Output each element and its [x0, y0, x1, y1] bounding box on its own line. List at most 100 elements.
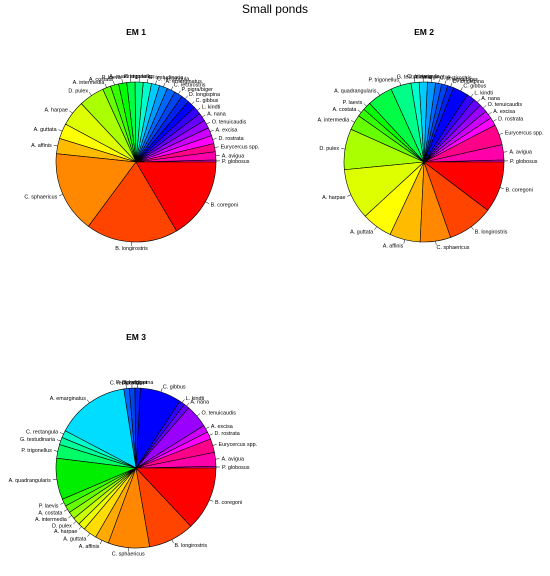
slice-leader-line	[492, 119, 497, 122]
slice-label: D. longispina	[122, 380, 153, 386]
slice-label: A. quadrangularis	[9, 478, 52, 484]
slice-label: P. laevis	[39, 503, 59, 509]
slice-leader-line	[377, 91, 380, 96]
slice-label: A. emarginatus	[50, 396, 87, 402]
slice-leader-line	[155, 80, 157, 85]
slice-label: A. quadrangularis	[109, 74, 152, 80]
slice-label: A. avigua	[222, 153, 244, 159]
slice-label: P. globosus	[222, 159, 250, 165]
slice-leader-line	[59, 432, 64, 435]
slice-label: L. kindti	[474, 90, 493, 96]
slice-leader-line	[214, 146, 219, 148]
slice-label: D. rostrata	[219, 136, 244, 142]
pie-em-2: EM 2 P. globosus A. avigua Eurycercus spp. D…	[318, 27, 544, 251]
slice-label: A. guttata	[350, 229, 373, 235]
slice-leader-line	[68, 515, 72, 519]
slice-leader-line	[212, 138, 217, 140]
pie-title: EM 3	[126, 332, 146, 342]
slice-leader-line	[435, 241, 437, 246]
slice-leader-line	[470, 93, 474, 98]
slice-label: C. gibbus	[463, 84, 486, 90]
slice-leader-line	[482, 105, 487, 109]
slice-label: C. rectangula	[157, 77, 189, 83]
slice-label: C. gibbus	[163, 384, 186, 390]
slice-leader-line	[171, 539, 174, 544]
slice-label: B. coregoni	[211, 203, 238, 209]
slice-leader-line	[181, 399, 185, 403]
slice-leader-line	[69, 110, 73, 114]
slice-leader-line	[60, 502, 65, 505]
slice-label: B. longirostris	[115, 246, 148, 252]
slice-label: D. rostrata	[498, 116, 523, 122]
pie-title: EM 2	[414, 27, 434, 37]
slice-leader-line	[121, 79, 123, 84]
slice-leader-line	[341, 148, 346, 150]
slice-leader-line	[212, 444, 217, 446]
slice-label: O. tenuicaudis	[212, 119, 247, 125]
slice-label: A. excisa	[216, 127, 238, 133]
slice-label: A. avigua	[221, 457, 243, 463]
slice-leader-line	[52, 478, 57, 480]
slice-leader-line	[196, 107, 201, 111]
slice-b-coregoni	[423, 161, 505, 211]
slice-label: A. costata	[332, 107, 356, 113]
slice-leader-line	[205, 426, 210, 429]
slice-label: C. rectangula	[407, 74, 439, 80]
slice-leader-line	[63, 509, 68, 512]
slice-label: P. trigonellus	[369, 78, 400, 84]
slice-label: A. avigua	[509, 149, 531, 155]
slice-leader-line	[460, 87, 463, 92]
slice-label: C. rectangula	[26, 430, 58, 436]
slice-label: C. rectirostris	[440, 75, 472, 81]
slice-label: P. pigra/biger	[182, 87, 214, 93]
slice-label: A. excisa	[493, 109, 515, 115]
slice-leader-line	[499, 132, 503, 135]
slice-label: B. longirostris	[174, 543, 207, 549]
slice-leader-line	[202, 114, 206, 118]
slice-label: Eurycercus spp.	[505, 131, 544, 137]
slice-label: A. intermedia	[318, 117, 350, 123]
slice-leader-line	[56, 439, 61, 442]
slice-leader-line	[113, 81, 115, 86]
slice-label: D. pulex	[52, 523, 72, 529]
slice-a-emarginatus	[64, 388, 137, 469]
slice-label: O. tenuicaudis	[201, 410, 236, 416]
pie-title: EM 1	[126, 27, 146, 37]
slice-leader-line	[170, 86, 174, 91]
slice-label: P. pigra/biger	[446, 77, 478, 83]
slice-label: A. intermedia	[35, 517, 67, 523]
slice-label: L. kindti	[186, 396, 205, 402]
slice-label: P. laevis	[343, 100, 363, 106]
slice-leader-line	[477, 99, 481, 103]
slice-leader-line	[53, 450, 58, 452]
slice-label: C. rectirostris	[174, 83, 206, 89]
slice-label: L. kindti	[202, 105, 221, 111]
slice-label: D. pulex	[319, 146, 339, 152]
slice-b-longirostris	[88, 161, 178, 243]
slice-leader-line	[374, 226, 377, 230]
slice-label: A. nana	[481, 96, 500, 102]
slice-leader-line	[350, 120, 355, 123]
slice-label: B. coregoni	[506, 187, 533, 193]
slice-leader-line	[184, 95, 188, 100]
slice-leader-line	[357, 109, 362, 113]
slice-leader-line	[58, 129, 63, 132]
slice-leader-line	[499, 187, 504, 189]
slice-leader-line	[53, 144, 58, 147]
slice-label: C. sphaericus	[436, 245, 469, 251]
slice-label: P. laevis	[102, 75, 122, 81]
slice-label: B. longirostris	[475, 229, 508, 235]
slice-label: A. costata	[89, 77, 113, 83]
slice-label: P. pigra/biger	[116, 380, 148, 386]
slice-label: P. trigonellus	[124, 74, 155, 80]
slice-leader-line	[86, 399, 90, 404]
slice-leader-line	[59, 194, 63, 197]
slice-leader-line	[178, 90, 181, 95]
slice-leader-line	[399, 81, 401, 86]
slice-leader-line	[163, 83, 166, 87]
slice-label: A. intermedia	[73, 80, 105, 86]
slice-leader-line	[347, 194, 352, 197]
slice-label: D. longispina	[189, 92, 220, 98]
slice-label: A. quadrangularis	[334, 88, 377, 94]
